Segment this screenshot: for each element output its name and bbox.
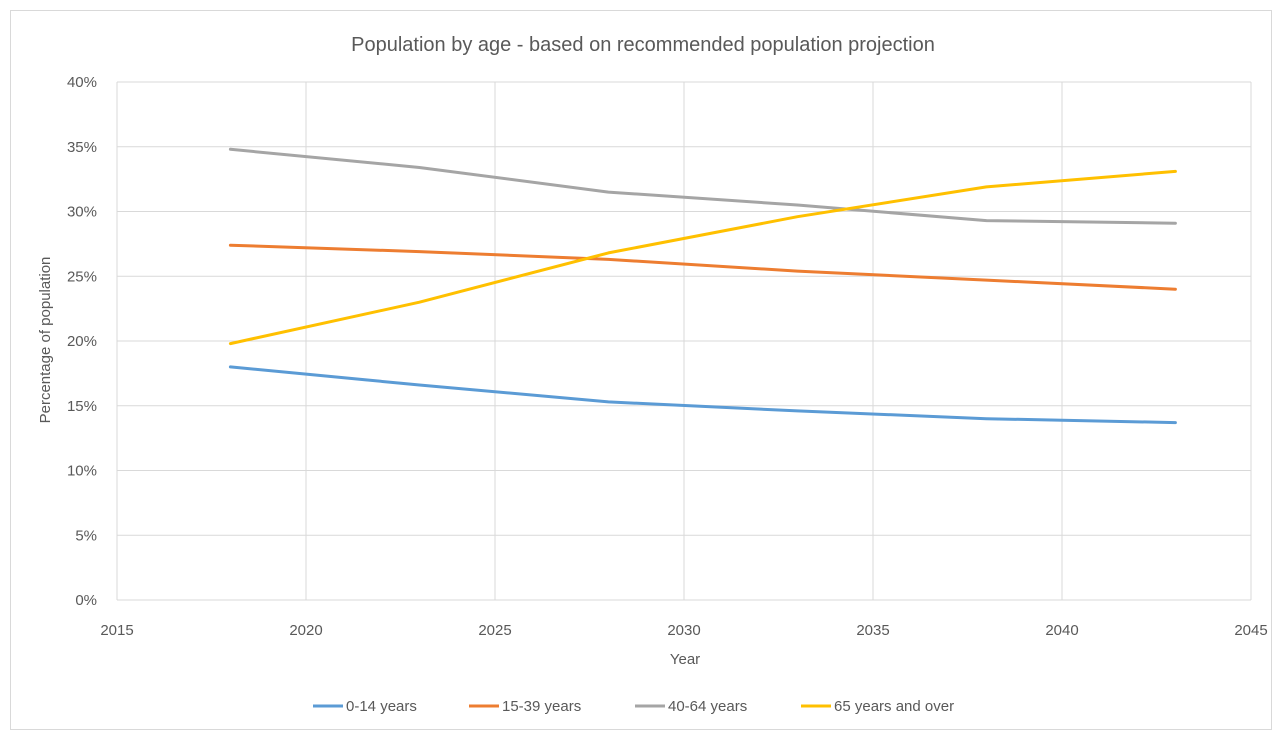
y-tick-label: 0%: [75, 592, 97, 609]
x-tick-label: 2045: [1234, 622, 1267, 639]
data-point: [229, 343, 231, 345]
x-tick-label: 2040: [1045, 622, 1078, 639]
x-axis-label: Year: [670, 651, 700, 668]
data-point: [418, 301, 420, 303]
data-point: [607, 252, 609, 254]
data-point: [418, 166, 420, 168]
x-tick-label: 2015: [100, 622, 133, 639]
gridlines: [116, 81, 1252, 601]
y-tick-label: 40%: [67, 74, 97, 91]
data-point: [796, 204, 798, 206]
x-tick-label: 2025: [478, 622, 511, 639]
chart-title: Population by age - based on recommended…: [351, 34, 935, 56]
data-point: [796, 410, 798, 412]
data-point: [229, 366, 231, 368]
data-point: [607, 191, 609, 193]
legend-label: 0-14 years: [346, 698, 417, 715]
data-point: [229, 244, 231, 246]
series-line-3: [228, 169, 1177, 346]
data-point: [607, 258, 609, 260]
data-point: [985, 279, 987, 281]
x-tick-label: 2035: [856, 622, 889, 639]
data-point: [1174, 222, 1176, 224]
y-tick-label: 20%: [67, 333, 97, 350]
data-point: [418, 384, 420, 386]
legend-label: 65 years and over: [834, 698, 954, 715]
data-point: [418, 251, 420, 253]
legend-label: 15-39 years: [502, 698, 581, 715]
y-tick-label: 15%: [67, 398, 97, 415]
data-point: [985, 220, 987, 222]
data-point: [229, 148, 231, 150]
y-tick-label: 35%: [67, 139, 97, 156]
data-point: [1174, 288, 1176, 290]
y-tick-label: 10%: [67, 463, 97, 480]
data-point: [796, 216, 798, 218]
data-point: [796, 270, 798, 272]
x-tick-label: 2030: [667, 622, 700, 639]
y-tick-label: 30%: [67, 204, 97, 221]
legend-label: 40-64 years: [668, 698, 747, 715]
x-tick-label: 2020: [289, 622, 322, 639]
series-line-2: [228, 147, 1177, 225]
series-lines: [228, 147, 1177, 425]
series-line-0: [228, 365, 1177, 425]
y-tick-label: 5%: [75, 527, 97, 544]
data-point: [1174, 422, 1176, 424]
y-tick-label: 25%: [67, 268, 97, 285]
y-axis-tick-labels: 0% 5% 10% 15% 20% 25% 30% 35% 40%: [67, 74, 97, 609]
y-axis-label: Percentage of population: [37, 257, 54, 424]
x-axis-tick-labels: 2015 2020 2025 2030 2035 2040 2045: [100, 622, 1267, 639]
data-point: [985, 418, 987, 420]
data-point: [985, 186, 987, 188]
legend: 0-14 years 15-39 years 40-64 years 65 years…: [313, 698, 954, 715]
series-line-1: [228, 243, 1177, 291]
data-point: [607, 401, 609, 403]
data-point: [1174, 170, 1176, 172]
